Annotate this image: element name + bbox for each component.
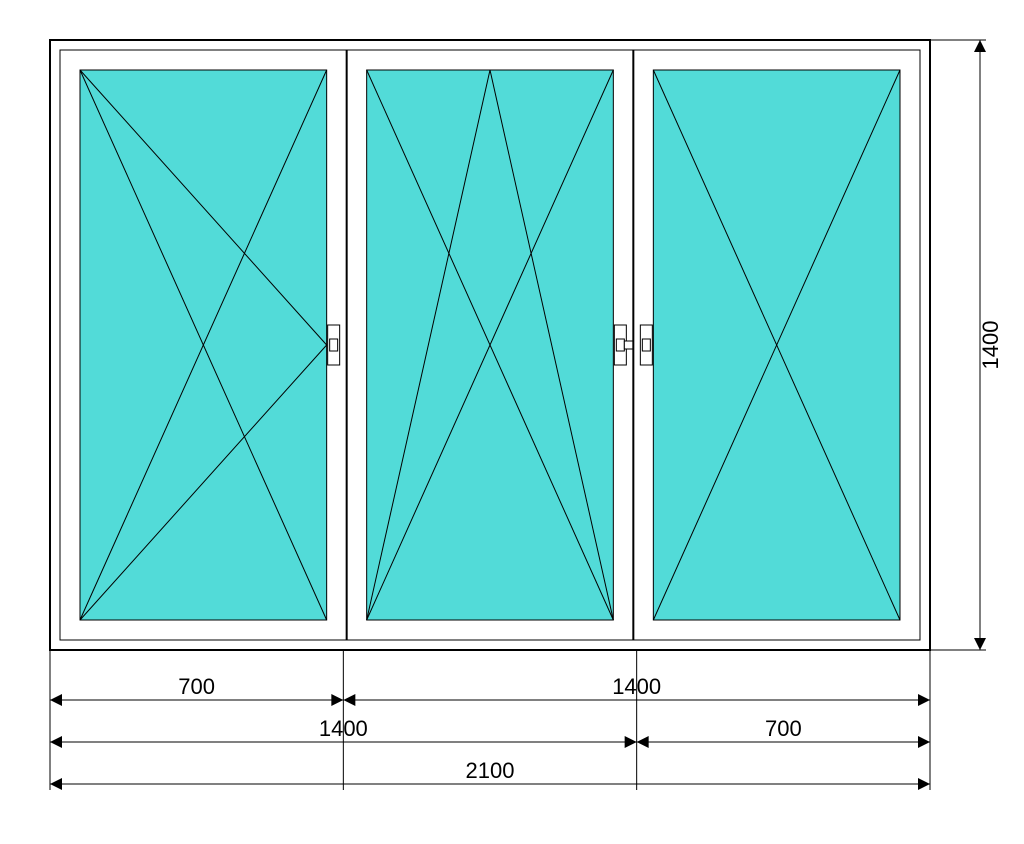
- dim-label-right: 1400: [978, 321, 1003, 370]
- dim-arrow: [343, 694, 355, 706]
- dim-arrow: [331, 694, 343, 706]
- dim-arrow: [918, 778, 930, 790]
- dim-label: 700: [765, 716, 802, 741]
- dim-label: 700: [178, 674, 215, 699]
- dim-arrow: [50, 778, 62, 790]
- handle-knob-left: [330, 339, 338, 351]
- dim-arrow: [625, 736, 637, 748]
- dim-arrow: [637, 736, 649, 748]
- dim-arrow: [50, 694, 62, 706]
- dim-label: 2100: [466, 758, 515, 783]
- handle-knob-right: [642, 339, 650, 351]
- dim-label: 1400: [319, 716, 368, 741]
- dim-arrow: [918, 694, 930, 706]
- dim-arrow: [974, 638, 986, 650]
- window-diagram: 700 1400 1400 700 2100 1400: [0, 0, 1024, 844]
- handle-knob-middle: [616, 339, 624, 351]
- dim-arrow: [918, 736, 930, 748]
- dim-label: 1400: [612, 674, 661, 699]
- dim-arrow: [974, 40, 986, 52]
- dim-arrow: [50, 736, 62, 748]
